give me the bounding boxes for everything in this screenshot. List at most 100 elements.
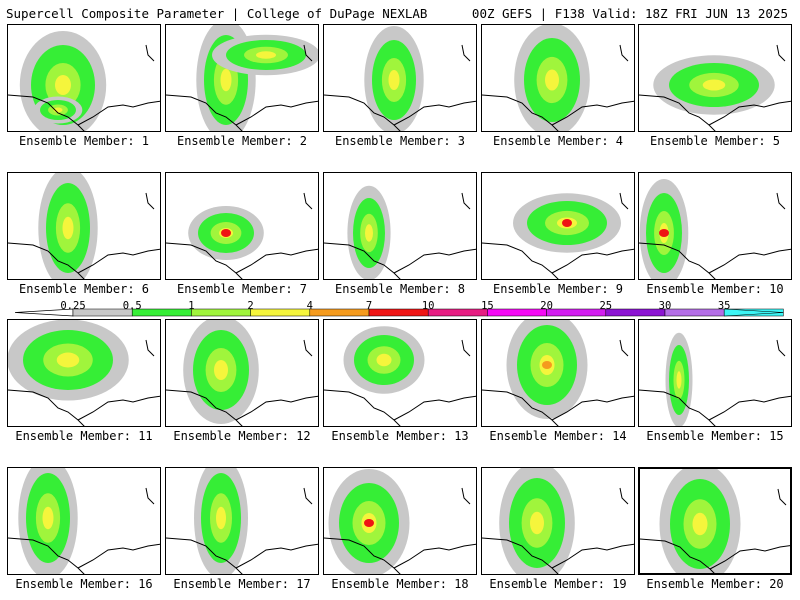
ensemble-member-panel-13[interactable]	[323, 319, 477, 427]
colorbar-segment	[427, 308, 488, 317]
scp-map	[482, 320, 634, 426]
member-label-prefix: Ensemble Member:	[173, 429, 297, 443]
ensemble-member-panel-19[interactable]	[481, 467, 635, 575]
title-right: 00Z GEFS | F138 Valid: 18Z FRI JUN 13 20…	[471, 6, 788, 21]
scp-map	[640, 469, 790, 573]
ensemble-member-label: Ensemble Member: 3	[320, 134, 480, 148]
ensemble-member-label: Ensemble Member: 6	[4, 282, 164, 296]
member-label-prefix: Ensemble Member:	[492, 282, 616, 296]
member-label-prefix: Ensemble Member:	[646, 282, 770, 296]
lake-shoreline	[145, 44, 155, 62]
ensemble-member-label: Ensemble Member: 8	[320, 282, 480, 296]
colorbar-tick-label: 4	[306, 300, 313, 312]
ensemble-member-label: Ensemble Member: 2	[162, 134, 322, 148]
scp-map	[482, 468, 634, 574]
ensemble-member-panel-7[interactable]	[165, 172, 319, 280]
member-number: 16	[138, 577, 153, 591]
ensemble-member-panel-9[interactable]	[481, 172, 635, 280]
ensemble-member-panel-16[interactable]	[7, 467, 161, 575]
lake-shoreline	[303, 487, 313, 505]
ensemble-member-panel-15[interactable]	[638, 319, 792, 427]
colorbar-max-arrow	[723, 308, 784, 317]
ensemble-member-label: Ensemble Member: 17	[162, 577, 322, 591]
ensemble-member-label: Ensemble Member: 14	[478, 429, 638, 443]
ensemble-member-panel-17[interactable]	[165, 467, 319, 575]
ensemble-member-label: Ensemble Member: 9	[478, 282, 638, 296]
scp-contour	[692, 512, 708, 536]
ensemble-member-panel-20[interactable]	[638, 467, 792, 575]
scp-map	[8, 173, 160, 279]
scp-contour	[216, 506, 226, 530]
member-number: 12	[296, 429, 311, 443]
colorbar-segment	[309, 308, 370, 317]
coastline-border	[324, 389, 476, 426]
member-label-prefix: Ensemble Member:	[176, 282, 300, 296]
ensemble-member-panel-1[interactable]	[7, 24, 161, 132]
member-label-prefix: Ensemble Member:	[334, 134, 458, 148]
ensemble-member-label: Ensemble Member: 13	[320, 429, 480, 443]
ensemble-member-panel-11[interactable]	[7, 319, 161, 427]
member-label-prefix: Ensemble Member:	[173, 577, 297, 591]
scp-map	[482, 25, 634, 131]
color-legend-bar	[14, 308, 784, 317]
member-number: 18	[454, 577, 469, 591]
scp-contour	[365, 224, 373, 242]
ensemble-member-panel-5[interactable]	[638, 24, 792, 132]
ensemble-member-panel-14[interactable]	[481, 319, 635, 427]
lake-shoreline	[619, 487, 629, 505]
lake-shoreline	[776, 44, 786, 62]
scp-map	[639, 44, 791, 131]
ensemble-member-label: Ensemble Member: 10	[635, 282, 795, 296]
member-number: 11	[138, 429, 153, 443]
coastline-border	[324, 537, 476, 574]
scp-map	[639, 332, 791, 426]
member-label-prefix: Ensemble Member:	[646, 577, 770, 591]
colorbar-tick-label: 20	[540, 300, 553, 312]
member-number: 1	[141, 134, 150, 148]
ensemble-member-panel-10[interactable]	[638, 172, 792, 280]
colorbar-segment	[546, 308, 607, 317]
ensemble-member-panel-6[interactable]	[7, 172, 161, 280]
member-label-prefix: Ensemble Member:	[15, 429, 139, 443]
colorbar-tick-label: 15	[481, 300, 494, 312]
member-number: 17	[296, 577, 311, 591]
lake-shoreline	[619, 192, 629, 210]
member-number: 13	[454, 429, 469, 443]
scp-contour	[42, 506, 54, 530]
ensemble-member-panel-2[interactable]	[165, 24, 319, 132]
member-label-prefix: Ensemble Member:	[334, 282, 458, 296]
member-label-prefix: Ensemble Member:	[331, 577, 455, 591]
coastline-border	[640, 538, 790, 573]
scp-map	[324, 185, 476, 279]
coastline-border	[324, 242, 476, 279]
ensemble-member-label: Ensemble Member: 18	[320, 577, 480, 591]
ensemble-member-panel-18[interactable]	[323, 467, 477, 575]
member-number: 8	[457, 282, 466, 296]
lake-shoreline	[776, 192, 786, 210]
lake-shoreline	[145, 487, 155, 505]
scp-contour	[545, 69, 559, 91]
scp-contour	[56, 352, 80, 368]
ensemble-member-panel-12[interactable]	[165, 319, 319, 427]
coastline-border	[482, 537, 634, 574]
scp-contour	[55, 75, 71, 95]
coastline-border	[482, 389, 634, 426]
colorbar-segment	[250, 308, 311, 317]
scp-map	[324, 26, 476, 131]
member-label-prefix: Ensemble Member:	[492, 134, 616, 148]
member-number: 7	[299, 282, 308, 296]
ensemble-member-label: Ensemble Member: 5	[635, 134, 795, 148]
lake-shoreline	[619, 339, 629, 357]
lake-shoreline	[777, 488, 787, 506]
ensemble-member-label: Ensemble Member: 11	[4, 429, 164, 443]
colorbar-tick-label: 2	[247, 300, 254, 312]
ensemble-member-label: Ensemble Member: 1	[4, 134, 164, 148]
ensemble-member-panel-4[interactable]	[481, 24, 635, 132]
scp-map	[324, 326, 476, 426]
ensemble-member-label: Ensemble Member: 19	[478, 577, 638, 591]
colorbar-tick-label: 30	[658, 300, 672, 312]
colorbar-segment	[368, 308, 429, 317]
ensemble-member-panel-8[interactable]	[323, 172, 477, 280]
coastline-border	[482, 94, 634, 131]
ensemble-member-panel-3[interactable]	[323, 24, 477, 132]
